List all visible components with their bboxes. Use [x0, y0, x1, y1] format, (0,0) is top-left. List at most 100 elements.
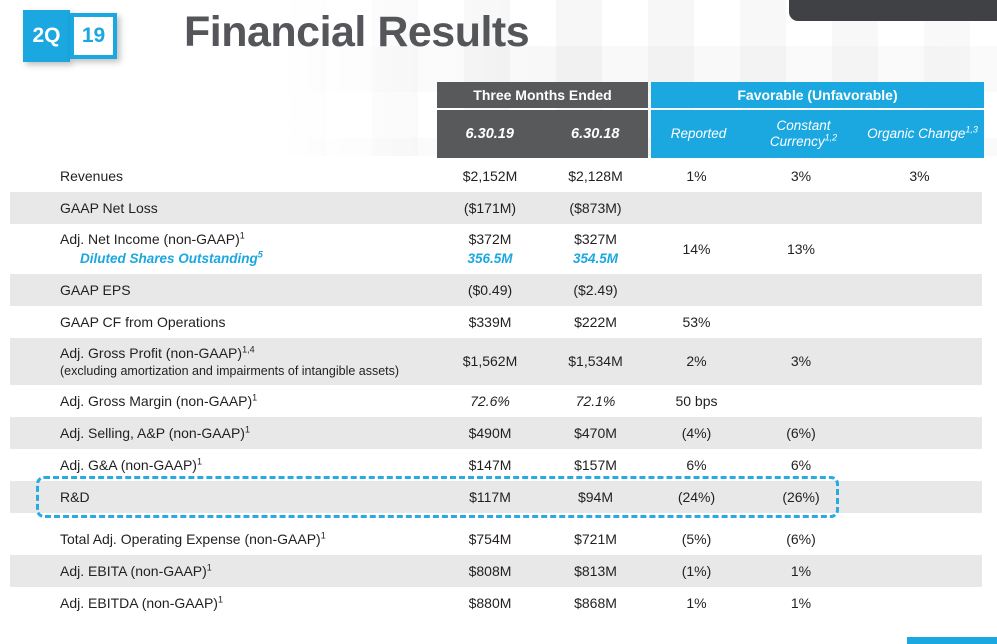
table-row: Adj. Net Income (non-GAAP)1 Diluted Shar…: [10, 224, 982, 274]
row-value-6-30-18: 72.1%: [575, 392, 616, 409]
row-value-reported: 1%: [686, 594, 707, 611]
cell-organic-change: [857, 338, 982, 385]
row-value-constant-currency: 6%: [790, 456, 812, 473]
table-row: Adj. Selling, A&P (non-GAAP)1 $490M $470…: [10, 417, 982, 449]
row-label: GAAP Net Loss: [60, 199, 158, 216]
row-value-reported: (4%): [681, 424, 712, 441]
cell-organic-change: [857, 274, 982, 306]
row-sublabel-footnote: 5: [257, 249, 263, 260]
row-label-cell: Adj. EBITA (non-GAAP)1: [10, 555, 437, 587]
cell-reported: (4%): [648, 417, 745, 449]
footnote-marker: 1,2: [824, 132, 838, 143]
cell-constant-currency: [745, 192, 857, 224]
row-value-6-30-18: $470M: [574, 424, 617, 441]
row-label-line: Adj. Net Income (non-GAAP)1: [60, 230, 245, 249]
row-label: Adj. Net Income (non-GAAP): [60, 231, 240, 247]
row-value-6-30-18: $157M: [574, 456, 617, 473]
row-label-cell: Adj. Gross Margin (non-GAAP)1: [10, 385, 437, 417]
cell-constant-currency: (6%): [745, 417, 857, 449]
cell-6-30-19: $1,562M: [437, 338, 543, 385]
table-row: Adj. G&A (non-GAAP)1 $147M $157M 6% 6%: [10, 449, 982, 481]
cell-6-30-18: 72.1%: [543, 385, 648, 417]
cell-6-30-19: $808M: [437, 555, 543, 587]
cell-reported: [648, 192, 745, 224]
row-label-line: GAAP EPS: [60, 281, 131, 300]
column-header-reported-label: Reported: [670, 126, 727, 141]
row-label-cell: GAAP EPS: [10, 274, 437, 306]
row-label-line: Total Adj. Operating Expense (non-GAAP)1: [60, 530, 326, 549]
row-label-footnote: 1: [252, 391, 258, 402]
table-row: Revenues $2,152M $2,128M 1% 3% 3%: [10, 160, 982, 192]
row-value-reported: 50 bps: [675, 392, 718, 409]
row-label-footnote: 1: [196, 455, 202, 466]
cell-6-30-18: $1,534M: [543, 338, 648, 385]
cell-6-30-19: $880M: [437, 587, 543, 619]
row-label-footnote: 1: [206, 561, 212, 572]
row-value-constant-currency: 13%: [786, 240, 816, 257]
row-value-6-30-19: $754M: [468, 530, 512, 547]
row-value-organic-change: 3%: [909, 167, 930, 184]
row-value-6-30-19: ($0.49): [467, 281, 513, 298]
table-row: GAAP Net Loss ($171M) ($873M): [10, 192, 982, 224]
cell-constant-currency: [745, 274, 857, 306]
period-subheader: 6.30.19 6.30.18: [437, 110, 648, 158]
row-value-constant-currency: 3%: [790, 353, 812, 369]
cell-constant-currency: [745, 306, 857, 338]
cell-reported: 1%: [648, 160, 745, 192]
cell-organic-change: [857, 385, 982, 417]
cell-6-30-19: $372M 356.5M: [437, 224, 543, 274]
cell-6-30-19: $754M: [437, 523, 543, 555]
column-header-reported: Reported: [651, 110, 746, 158]
row-value-reported: 53%: [682, 313, 711, 330]
cell-6-30-19: ($171M): [437, 192, 543, 224]
table-row: GAAP EPS ($0.49) ($2.49): [10, 274, 982, 306]
cell-6-30-19: $339M: [437, 306, 543, 338]
row-value-reported: (1%): [681, 562, 712, 579]
column-header-6-30-19: 6.30.19: [465, 126, 514, 142]
row-label-line: Adj. Gross Margin (non-GAAP)1: [60, 392, 257, 411]
cell-organic-change: 3%: [857, 160, 982, 192]
row-label-cell: Adj. EBITDA (non-GAAP)1: [10, 587, 437, 619]
row-value-6-30-19: $147M: [468, 456, 512, 473]
cell-reported: 53%: [648, 306, 745, 338]
row-label-cell: Adj. Net Income (non-GAAP)1 Diluted Shar…: [10, 224, 437, 274]
cell-reported: [648, 274, 745, 306]
row-value-6-30-18: $868M: [574, 594, 617, 611]
row-value-reported: 6%: [686, 456, 707, 473]
page-title: Financial Results: [184, 8, 530, 56]
row-label: GAAP CF from Operations: [60, 313, 226, 330]
row-value-6-30-19: $372M: [468, 231, 512, 247]
row-value-6-30-19: 72.6%: [470, 392, 510, 409]
row-subvalue-6-30-18: 354.5M: [572, 251, 619, 266]
row-label: Adj. EBITDA (non-GAAP): [60, 594, 218, 611]
cell-reported: 1%: [648, 587, 745, 619]
row-value-reported: 14%: [682, 240, 711, 257]
cell-constant-currency: 1%: [745, 587, 857, 619]
row-value-6-30-18: $721M: [574, 530, 617, 547]
row-label: Revenues: [60, 167, 124, 184]
row-label: Adj. Selling, A&P (non-GAAP): [60, 424, 245, 441]
cell-reported: 14%: [648, 224, 745, 274]
row-label-line: GAAP CF from Operations: [60, 313, 225, 332]
row-label: Adj. Gross Margin (non-GAAP): [60, 392, 253, 409]
cell-6-30-18: $721M: [543, 523, 648, 555]
row-label: Adj. EBITA (non-GAAP): [60, 562, 207, 579]
row-label-cell: Adj. Gross Profit (non-GAAP)1,4 (excludi…: [10, 338, 437, 385]
row-value-reported: 2%: [686, 353, 707, 369]
row-label-line: Adj. Selling, A&P (non-GAAP)1: [60, 424, 250, 443]
column-header-constant-currency: Constant Currency1,2: [746, 110, 861, 158]
row-label-footnote: 1: [217, 593, 223, 604]
row-value-constant-currency: (6%): [786, 424, 816, 441]
row-value-6-30-18: $94M: [577, 488, 614, 505]
cell-constant-currency: 3%: [745, 160, 857, 192]
quarter-badge-quarter: 2Q: [23, 10, 70, 62]
cell-6-30-19: $2,152M: [437, 160, 543, 192]
top-right-dark-bar: [789, 0, 997, 21]
column-header-6-30-18: 6.30.18: [571, 126, 620, 142]
row-label-cell: R&D: [10, 481, 437, 513]
column-header-constant-currency-label: Constant Currency1,2: [769, 118, 838, 149]
row-label: GAAP EPS: [60, 281, 131, 298]
row-subvalue-6-30-19: 356.5M: [467, 251, 513, 266]
cell-constant-currency: 6%: [745, 449, 857, 481]
